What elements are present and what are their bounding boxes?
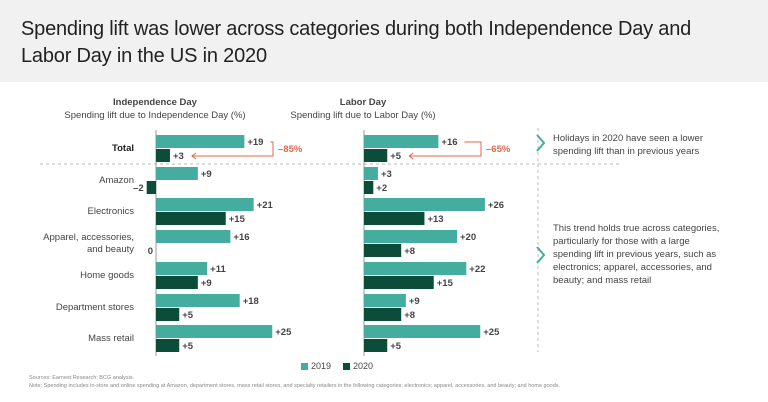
change-annotation: –65% bbox=[486, 144, 511, 155]
panel-subtitle: Spending lift due to Labor Day (%) bbox=[290, 110, 436, 121]
data-label: +15 bbox=[437, 278, 454, 289]
legend-item-2020: 2020 bbox=[343, 361, 373, 371]
category-label: Total bbox=[112, 143, 134, 154]
panel-header-labor-day: Labor Day Spending lift due to Labor Day… bbox=[278, 96, 448, 122]
data-label: +22 bbox=[469, 264, 485, 275]
legend-swatch-2019 bbox=[301, 362, 308, 370]
bar-2019 bbox=[156, 262, 208, 275]
bar-2019 bbox=[156, 135, 245, 148]
callout-holidays: Holidays in 2020 have seen a lower spend… bbox=[553, 132, 723, 158]
legend-label: 2019 bbox=[311, 361, 332, 371]
bar-2020 bbox=[156, 276, 198, 289]
data-label: +9 bbox=[201, 169, 212, 180]
bar-2019 bbox=[364, 198, 485, 211]
footnotes: Sources: Earnest Research; BCG analysis.… bbox=[29, 374, 560, 390]
data-label: +13 bbox=[427, 214, 443, 225]
bar-2019 bbox=[364, 167, 378, 180]
bar-2019 bbox=[156, 294, 240, 307]
data-label: +11 bbox=[210, 264, 226, 275]
data-label: +25 bbox=[483, 327, 500, 338]
data-label: 0 bbox=[148, 246, 153, 257]
bar-2019 bbox=[364, 262, 467, 275]
legend-label: 2020 bbox=[353, 361, 374, 371]
panel-subtitle: Spending lift due to Independence Day (%… bbox=[64, 110, 246, 121]
data-label: +20 bbox=[460, 232, 476, 243]
callout-text: Holidays in 2020 have seen a lower spend… bbox=[553, 133, 703, 157]
change-bracket bbox=[409, 141, 482, 157]
bar-2020 bbox=[146, 181, 156, 194]
category-label: Home goods bbox=[80, 270, 134, 281]
data-label: +5 bbox=[182, 341, 194, 352]
bar-2019 bbox=[364, 325, 481, 338]
bar-2020 bbox=[364, 244, 402, 257]
data-label: +15 bbox=[229, 214, 246, 225]
header-band: Spending lift was lower across categorie… bbox=[0, 0, 768, 82]
data-label: –2 bbox=[133, 183, 144, 194]
bar-2019 bbox=[156, 230, 231, 243]
change-bracket bbox=[191, 141, 274, 157]
bar-2020 bbox=[156, 149, 170, 162]
bar-2020 bbox=[364, 149, 388, 162]
bar-2019 bbox=[364, 230, 457, 243]
change-arrowhead bbox=[191, 152, 197, 160]
category-label: Apparel, accessories, and beauty bbox=[43, 232, 134, 255]
data-label: +16 bbox=[441, 137, 457, 148]
sources-text: Sources: Earnest Research; BCG analysis. bbox=[29, 375, 135, 381]
bar-2020 bbox=[364, 308, 402, 321]
change-annotation: –85% bbox=[278, 144, 303, 155]
data-label: +16 bbox=[233, 232, 249, 243]
data-label: +26 bbox=[488, 200, 504, 211]
data-label: +5 bbox=[182, 310, 194, 321]
chart-title: Spending lift was lower across categorie… bbox=[21, 18, 692, 67]
data-label: +9 bbox=[409, 296, 420, 307]
note-text: Note: Spending includes in-store and onl… bbox=[29, 383, 561, 389]
data-label: +18 bbox=[243, 296, 259, 307]
bar-2020 bbox=[364, 339, 388, 352]
data-label: +3 bbox=[173, 151, 184, 162]
bar-2019 bbox=[156, 325, 273, 338]
bar-2019 bbox=[364, 135, 439, 148]
bar-2020 bbox=[364, 181, 374, 194]
data-label: +5 bbox=[390, 341, 402, 352]
bar-2019 bbox=[156, 167, 198, 180]
legend-swatch-2020 bbox=[343, 362, 351, 370]
callout-text: This trend holds true across categories,… bbox=[553, 223, 720, 286]
panel-header-independence-day: Independence Day Spending lift due to In… bbox=[60, 96, 250, 122]
legend: 2019 2020 bbox=[301, 361, 373, 371]
callout-trend: This trend holds true across categories,… bbox=[553, 222, 723, 287]
data-label: +19 bbox=[247, 137, 263, 148]
data-label: +2 bbox=[376, 183, 387, 194]
category-label: Electronics bbox=[87, 206, 134, 217]
bar-2020 bbox=[156, 339, 180, 352]
bar-2020 bbox=[364, 212, 425, 225]
data-label: +25 bbox=[275, 327, 292, 338]
category-label: Department stores bbox=[55, 302, 134, 313]
data-label: +9 bbox=[201, 278, 212, 289]
data-label: +5 bbox=[390, 151, 402, 162]
bar-2020 bbox=[156, 212, 226, 225]
panel-title: Independence Day bbox=[113, 97, 197, 108]
bar-2020 bbox=[156, 308, 180, 321]
data-label: +8 bbox=[404, 246, 415, 257]
data-label: +21 bbox=[257, 200, 274, 211]
legend-item-2019: 2019 bbox=[301, 361, 331, 371]
data-label: +8 bbox=[404, 310, 415, 321]
bar-2019 bbox=[364, 294, 406, 307]
bar-2020 bbox=[364, 276, 434, 289]
change-arrowhead bbox=[408, 152, 414, 160]
bar-2019 bbox=[156, 198, 254, 211]
data-label: +3 bbox=[381, 169, 392, 180]
category-label: Mass retail bbox=[88, 333, 134, 344]
category-label: Amazon bbox=[99, 175, 134, 186]
chevron-right-icon bbox=[536, 246, 546, 264]
panel-title: Labor Day bbox=[339, 97, 387, 108]
chevron-right-icon bbox=[536, 134, 546, 152]
